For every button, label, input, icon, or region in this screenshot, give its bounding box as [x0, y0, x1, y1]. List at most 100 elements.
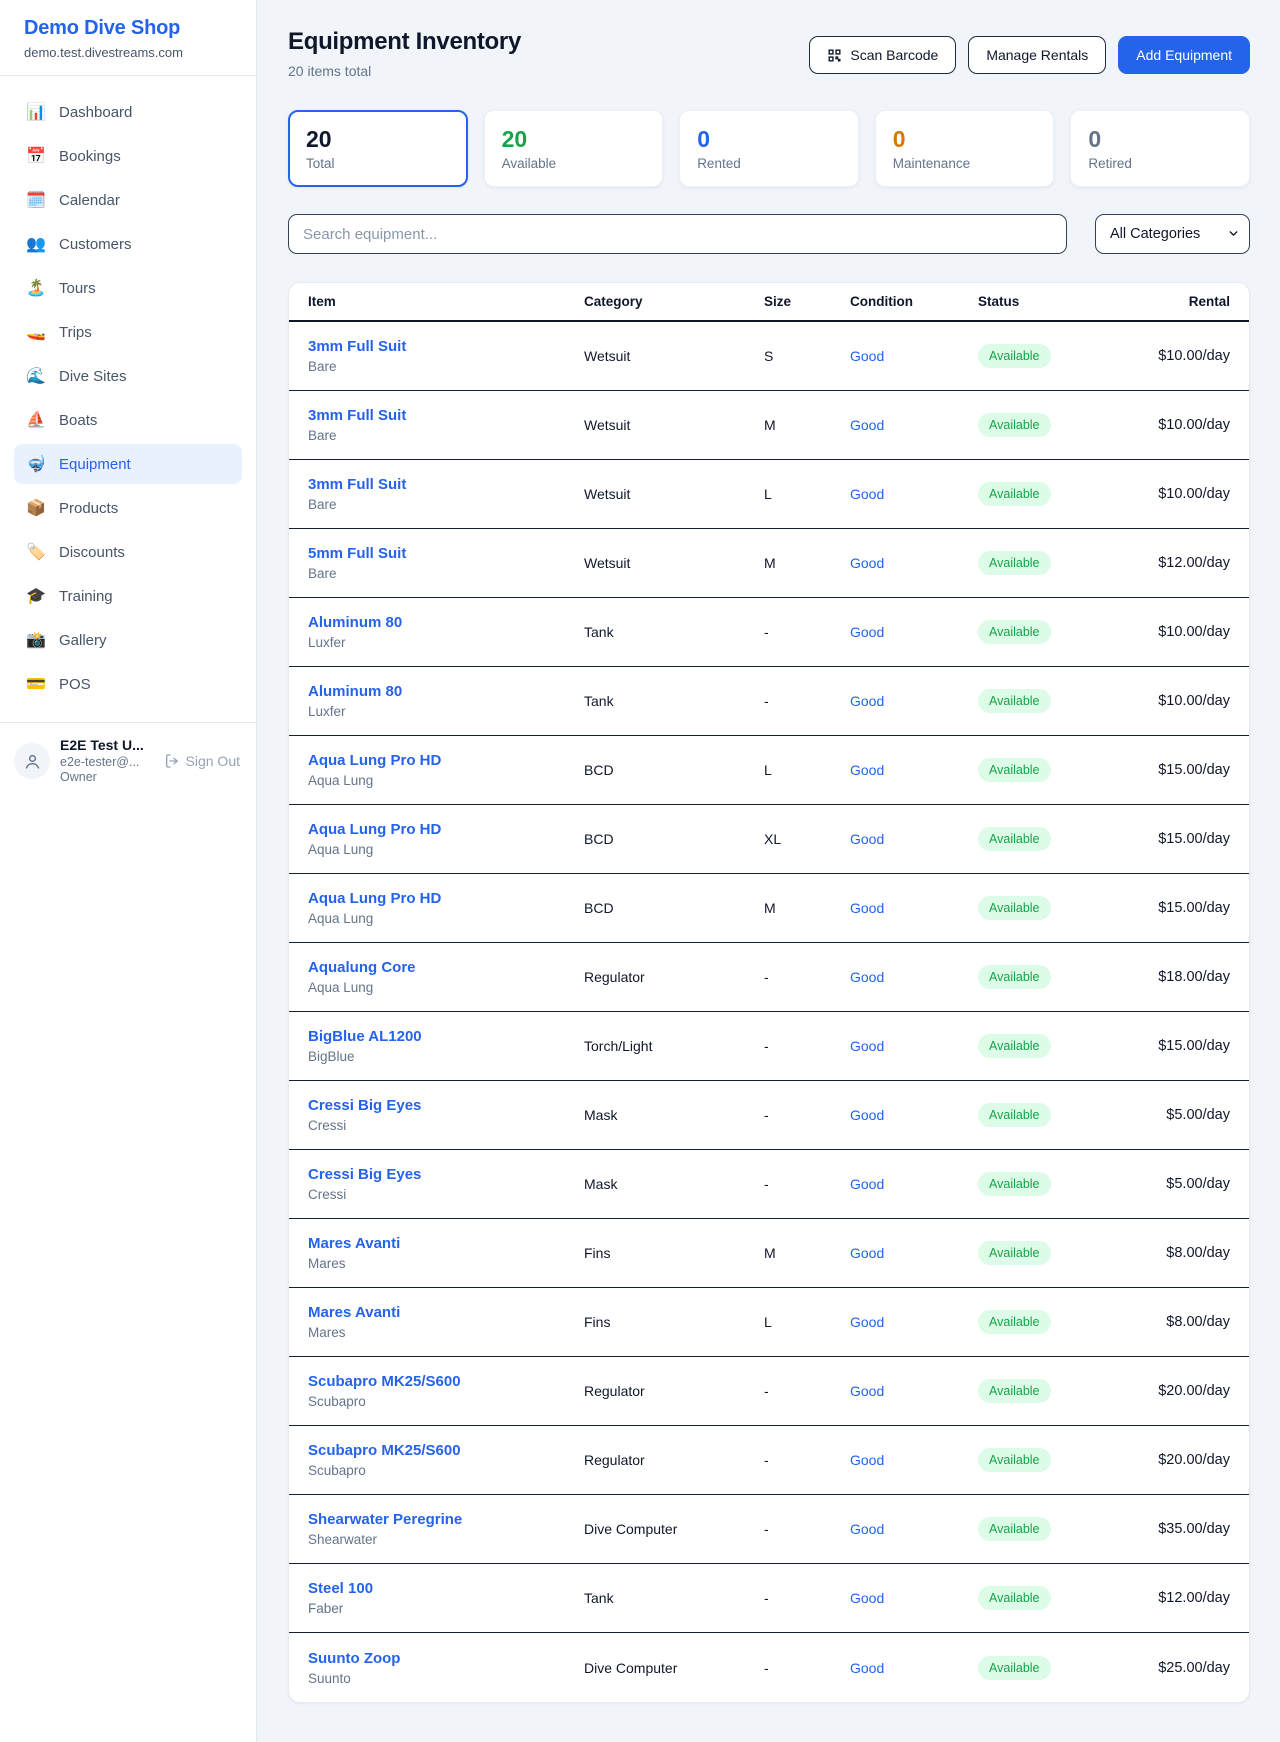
item-name-link[interactable]: Aluminum 80: [308, 683, 403, 701]
item-condition-link[interactable]: Good: [850, 348, 885, 365]
stat-label: Total: [306, 156, 335, 172]
item-name-link[interactable]: Mares Avanti: [308, 1304, 401, 1322]
sidebar-item-calendar[interactable]: 🗓️ Calendar: [14, 180, 242, 220]
sidebar-item-label: Gallery: [59, 631, 107, 649]
table-header-row: Item Category Size Condition Status Rent…: [289, 283, 1249, 323]
item-condition-link[interactable]: Good: [850, 1383, 885, 1400]
item-condition-link[interactable]: Good: [850, 486, 885, 503]
item-name-link[interactable]: 5mm Full Suit: [308, 545, 407, 563]
item-condition-link[interactable]: Good: [850, 1038, 885, 1055]
stat-value: 20: [501, 126, 528, 152]
add-equipment-button[interactable]: Add Equipment: [1118, 36, 1250, 74]
manage-rentals-button[interactable]: Manage Rentals: [968, 36, 1107, 74]
add-equipment-label: Add Equipment: [1136, 47, 1232, 63]
item-name-link[interactable]: Aluminum 80: [308, 614, 403, 632]
item-condition-link[interactable]: Good: [850, 1107, 885, 1124]
status-badge: Available: [978, 620, 1051, 645]
brand-block: Demo Dive Shop demo.test.divestreams.com: [0, 0, 256, 76]
sidebar-item-label: Products: [59, 499, 119, 517]
item-brand: Shearwater: [308, 1532, 378, 1548]
sidebar-item-dashboard[interactable]: 📊 Dashboard: [14, 92, 242, 132]
status-badge: Available: [978, 896, 1051, 921]
status-badge: Available: [978, 344, 1051, 369]
brand-name[interactable]: Demo Dive Shop: [24, 17, 181, 39]
sidebar-item-label: POS: [59, 675, 91, 693]
sidebar-item-trips[interactable]: 🚤 Trips: [14, 312, 242, 352]
sidebar-item-dive-sites[interactable]: 🌊 Dive Sites: [14, 356, 242, 396]
sidebar-item-discounts[interactable]: 🏷️ Discounts: [14, 532, 242, 572]
sign-out-label: Sign Out: [185, 753, 240, 770]
sidebar-item-tours[interactable]: 🏝️ Tours: [14, 268, 242, 308]
status-badge: Available: [978, 413, 1051, 438]
sidebar-item-equipment[interactable]: 🤿 Equipment: [14, 444, 242, 484]
sidebar-item-training[interactable]: 🎓 Training: [14, 576, 242, 616]
customers-icon: 👥: [26, 236, 46, 253]
col-header-item: Item: [308, 294, 336, 310]
sidebar-item-label: Trips: [59, 323, 92, 341]
stat-card-retired[interactable]: 0 Retired: [1070, 110, 1250, 188]
item-condition-link[interactable]: Good: [850, 1176, 885, 1193]
scan-barcode-button[interactable]: Scan Barcode: [809, 36, 957, 74]
stat-card-total[interactable]: 20 Total: [288, 110, 468, 188]
table-row: Scubapro MK25/S600 Scubapro Regulator - …: [289, 1426, 1249, 1496]
item-name-link[interactable]: Aqua Lung Pro HD: [308, 890, 442, 908]
sidebar-item-bookings[interactable]: 📅 Bookings: [14, 136, 242, 176]
item-condition-link[interactable]: Good: [850, 1521, 885, 1538]
item-brand: Luxfer: [308, 635, 346, 651]
sidebar-item-gallery[interactable]: 📸 Gallery: [14, 620, 242, 660]
item-size: M: [764, 555, 776, 572]
item-condition-link[interactable]: Good: [850, 555, 885, 572]
item-name-link[interactable]: Aqualung Core: [308, 959, 416, 977]
item-size: -: [764, 1521, 769, 1538]
item-condition-link[interactable]: Good: [850, 1314, 885, 1331]
search-input[interactable]: [288, 214, 1067, 255]
item-brand: Luxfer: [308, 704, 346, 720]
item-condition-link[interactable]: Good: [850, 831, 885, 848]
item-size: -: [764, 693, 769, 710]
sidebar-item-products[interactable]: 📦 Products: [14, 488, 242, 528]
item-condition-link[interactable]: Good: [850, 624, 885, 641]
item-brand: Aqua Lung: [308, 773, 374, 789]
item-condition-link[interactable]: Good: [850, 969, 885, 986]
item-category: BCD: [584, 762, 614, 779]
item-name-link[interactable]: Scubapro MK25/S600: [308, 1442, 461, 1460]
item-condition-link[interactable]: Good: [850, 900, 885, 917]
stat-card-available[interactable]: 20 Available: [483, 110, 664, 188]
item-brand: Bare: [308, 359, 337, 375]
item-name-link[interactable]: Cressi Big Eyes: [308, 1166, 422, 1184]
item-name-link[interactable]: Mares Avanti: [308, 1235, 401, 1253]
category-select[interactable]: All Categories: [1095, 214, 1250, 255]
item-name-link[interactable]: BigBlue AL1200: [308, 1028, 422, 1046]
item-brand: Cressi: [308, 1118, 347, 1134]
item-condition-link[interactable]: Good: [850, 1452, 885, 1469]
item-category: Wetsuit: [584, 348, 631, 365]
item-name-link[interactable]: Cressi Big Eyes: [308, 1097, 422, 1115]
item-name-link[interactable]: 3mm Full Suit: [308, 407, 407, 425]
item-name-link[interactable]: Aqua Lung Pro HD: [308, 821, 442, 839]
item-name-link[interactable]: Aqua Lung Pro HD: [308, 752, 442, 770]
table-row: BigBlue AL1200 BigBlue Torch/Light - Goo…: [289, 1012, 1249, 1082]
item-condition-link[interactable]: Good: [850, 1245, 885, 1262]
item-condition-link[interactable]: Good: [850, 417, 885, 434]
stat-card-rented[interactable]: 0 Rented: [679, 110, 859, 188]
item-condition-link[interactable]: Good: [850, 1590, 885, 1607]
item-condition-link[interactable]: Good: [850, 762, 885, 779]
item-category: BCD: [584, 900, 614, 917]
status-badge: Available: [978, 758, 1051, 783]
item-name-link[interactable]: 3mm Full Suit: [308, 338, 407, 356]
status-badge: Available: [978, 1172, 1051, 1197]
sidebar-item-customers[interactable]: 👥 Customers: [14, 224, 242, 264]
item-name-link[interactable]: Steel 100: [308, 1580, 374, 1598]
equipment-table: Item Category Size Condition Status Rent…: [288, 282, 1250, 1704]
item-name-link[interactable]: Suunto Zoop: [308, 1649, 401, 1667]
item-name-link[interactable]: Scubapro MK25/S600: [308, 1373, 461, 1391]
item-name-link[interactable]: Shearwater Peregrine: [308, 1511, 463, 1529]
item-condition-link[interactable]: Good: [850, 1659, 885, 1676]
sidebar-item-pos[interactable]: 💳 POS: [14, 664, 242, 704]
item-condition-link[interactable]: Good: [850, 693, 885, 710]
stat-card-maintenance[interactable]: 0 Maintenance: [874, 110, 1055, 188]
stat-label: Available: [501, 156, 557, 172]
item-name-link[interactable]: 3mm Full Suit: [308, 476, 407, 494]
sign-out-button[interactable]: Sign Out: [164, 753, 242, 769]
sidebar-item-boats[interactable]: ⛵ Boats: [14, 400, 242, 440]
